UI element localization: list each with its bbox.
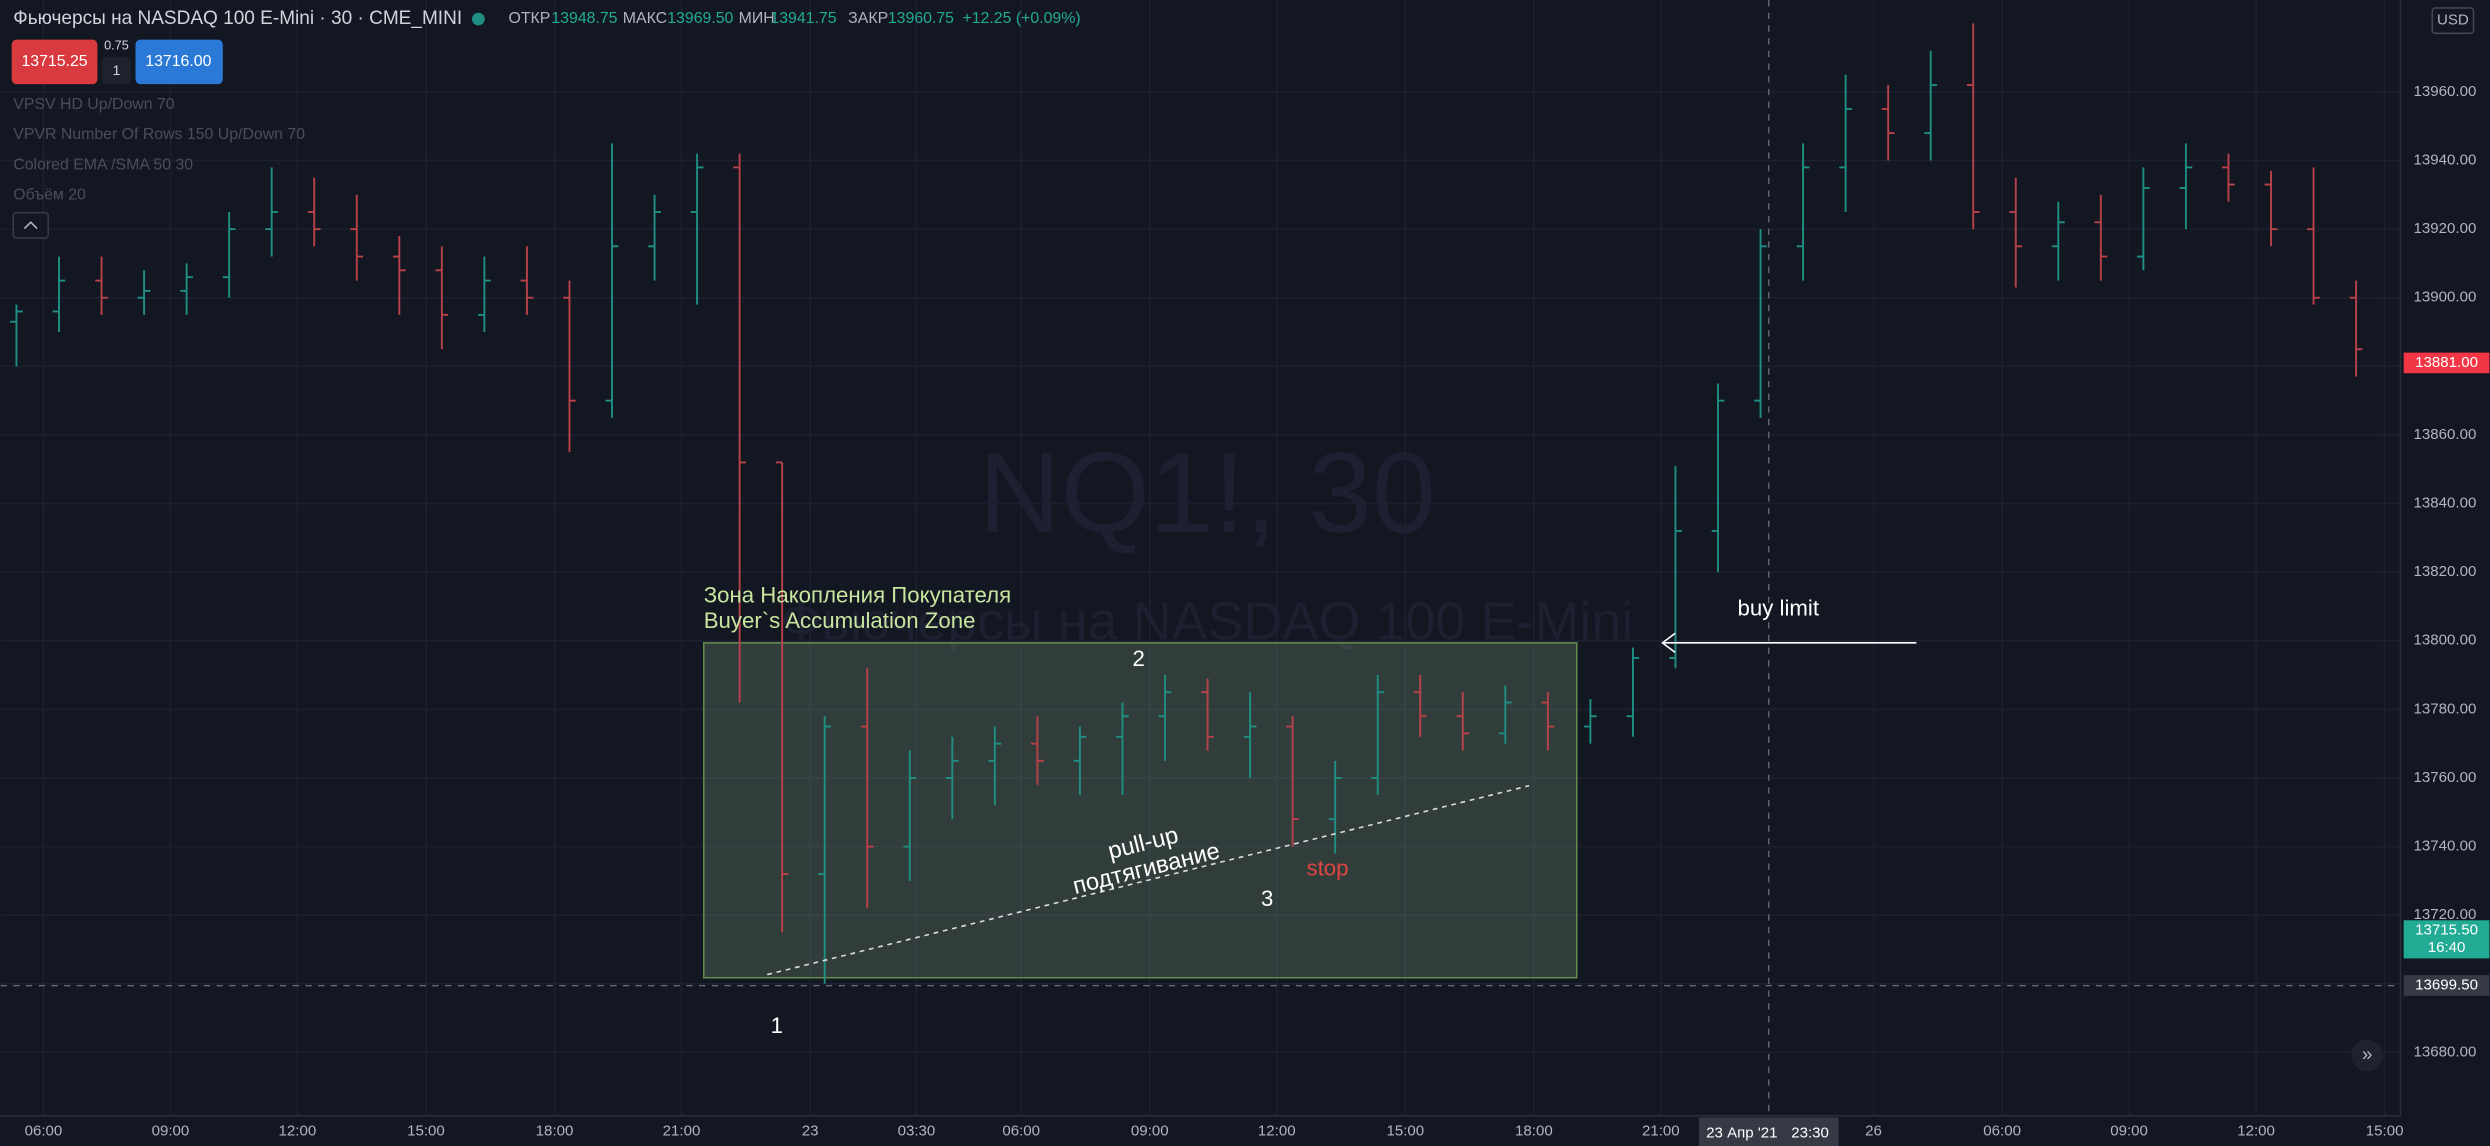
ohlc-value: 13941.75 — [770, 10, 836, 27]
arrow-head — [1661, 632, 1676, 653]
y-tick-label: 13960.00 — [2414, 83, 2477, 100]
indicators: VPSV HD Up/Down 70 VPVR Number Of Rows 15… — [13, 96, 305, 203]
point-label: 2 — [1132, 646, 1144, 671]
grid — [0, 0, 2401, 1116]
x-tick-label: 12:00 — [1258, 1123, 1296, 1140]
zone-label: Зона Накопления Покупателя — [704, 583, 1011, 608]
x-tick-label: 12:00 — [279, 1123, 317, 1140]
x-tick-label: 15:00 — [2366, 1123, 2404, 1140]
indicator: Colored EMA /SMA 50 30 — [13, 156, 193, 173]
qty-box[interactable] — [102, 57, 131, 85]
ohlc-value: 13969.50 — [667, 10, 733, 27]
time-axis — [0, 1115, 2401, 1146]
y-tick-label: 13940.00 — [2414, 152, 2477, 169]
currency-box[interactable] — [2431, 7, 2475, 35]
price-label-box — [2403, 352, 2490, 374]
y-tick-label: 13720.00 — [2414, 906, 2477, 923]
price-label: 13699.50 — [2415, 976, 2478, 993]
scroll-button[interactable] — [2351, 1039, 2384, 1072]
sell-price: 13715.25 — [21, 53, 87, 70]
collapse-button[interactable] — [12, 211, 50, 239]
y-tick-label: 13920.00 — [2414, 220, 2477, 237]
buy-limit-label: buy limit — [1738, 595, 1820, 620]
ohlc-label: МАКС — [623, 10, 667, 27]
y-tick-label: 13800.00 — [2414, 632, 2477, 649]
point-label: 1 — [771, 1013, 783, 1038]
x-tick-label: 09:00 — [152, 1123, 190, 1140]
crosshair-time-label: 23:30 — [1791, 1124, 1829, 1141]
x-tick-label: 26 — [1865, 1123, 1882, 1140]
x-tick-label: 15:00 — [407, 1123, 445, 1140]
x-tick-label: 15:00 — [1386, 1123, 1424, 1140]
ohlc-label: ЗАКР — [848, 10, 888, 27]
ohlc-label: МИН — [739, 10, 775, 27]
x-tick-label: 06:00 — [25, 1123, 63, 1140]
x-tick-label: 06:00 — [1983, 1123, 2021, 1140]
ohlc-label: ОТКР — [509, 10, 551, 27]
y-tick-label: 13740.00 — [2414, 838, 2477, 855]
y-tick-label: 13780.00 — [2414, 700, 2477, 717]
indicator: VPSV HD Up/Down 70 — [13, 96, 174, 113]
y-tick-label: 13860.00 — [2414, 426, 2477, 443]
axes: 13680.0013700.0013720.0013740.0013760.00… — [25, 83, 2490, 1140]
currency: USD — [2437, 12, 2469, 29]
status-dot — [472, 12, 485, 26]
collapse-icon — [23, 221, 38, 230]
zone-label: Buyer`s Accumulation Zone — [704, 608, 976, 633]
qty: 1 — [112, 63, 120, 79]
bars — [10, 23, 2363, 984]
price-label-box — [2403, 975, 2490, 996]
x-tick-label: 12:00 — [2237, 1123, 2275, 1140]
stop-label: stop — [1307, 856, 1349, 881]
symbol: Фьючерсы на NASDAQ 100 E-Mini · 30 · CME… — [13, 8, 462, 29]
trend-line — [767, 784, 1530, 976]
x-tick-label: 09:00 — [2110, 1123, 2148, 1140]
crosshair-time — [1698, 1117, 1839, 1146]
indicator: Объём 20 — [13, 186, 86, 203]
watermark: NQ1!, 30 — [978, 430, 1435, 557]
point-label: 3 — [1261, 886, 1273, 911]
x-tick-label: 21:00 — [663, 1123, 701, 1140]
buy-price: 13716.00 — [145, 53, 211, 70]
price-label: 13715.50 — [2415, 922, 2478, 939]
y-tick-label: 13760.00 — [2414, 769, 2477, 786]
ohlc-value: 13948.75 — [551, 10, 617, 27]
scroll-icon: » — [2362, 1045, 2373, 1066]
x-tick-label: 06:00 — [1002, 1123, 1040, 1140]
spread: 0.75 — [104, 38, 129, 52]
price-label-sub: 16:40 — [2428, 939, 2466, 956]
price-label-box — [2403, 920, 2490, 959]
price-label: 13881.00 — [2415, 354, 2478, 371]
sell-button[interactable] — [11, 39, 98, 85]
x-tick-label: 23 — [802, 1123, 819, 1140]
accumulation-zone — [702, 642, 1578, 979]
x-tick-label: 21:00 — [1642, 1123, 1680, 1140]
buy-button[interactable] — [135, 39, 223, 85]
x-tick-label: 18:00 — [536, 1123, 574, 1140]
ohlc-value: 13960.75 — [888, 10, 954, 27]
x-tick-label: 18:00 — [1515, 1123, 1553, 1140]
x-tick-label: 03:30 — [898, 1123, 936, 1140]
y-tick-label: 13820.00 — [2414, 563, 2477, 580]
y-tick-label: 13680.00 — [2414, 1043, 2477, 1060]
x-tick-label: 09:00 — [1131, 1123, 1169, 1140]
indicator: VPVR Number Of Rows 150 Up/Down 70 — [13, 126, 305, 143]
watermark-sub: Фьючерсы на NASDAQ 100 E-Mini — [781, 592, 1634, 652]
y-tick-label: 13840.00 — [2414, 495, 2477, 512]
ohlc-change: +12.25 (+0.09%) — [962, 10, 1080, 27]
y-tick-label: 13900.00 — [2414, 289, 2477, 306]
crosshair-date: 23 Апр '21 — [1706, 1124, 1777, 1141]
